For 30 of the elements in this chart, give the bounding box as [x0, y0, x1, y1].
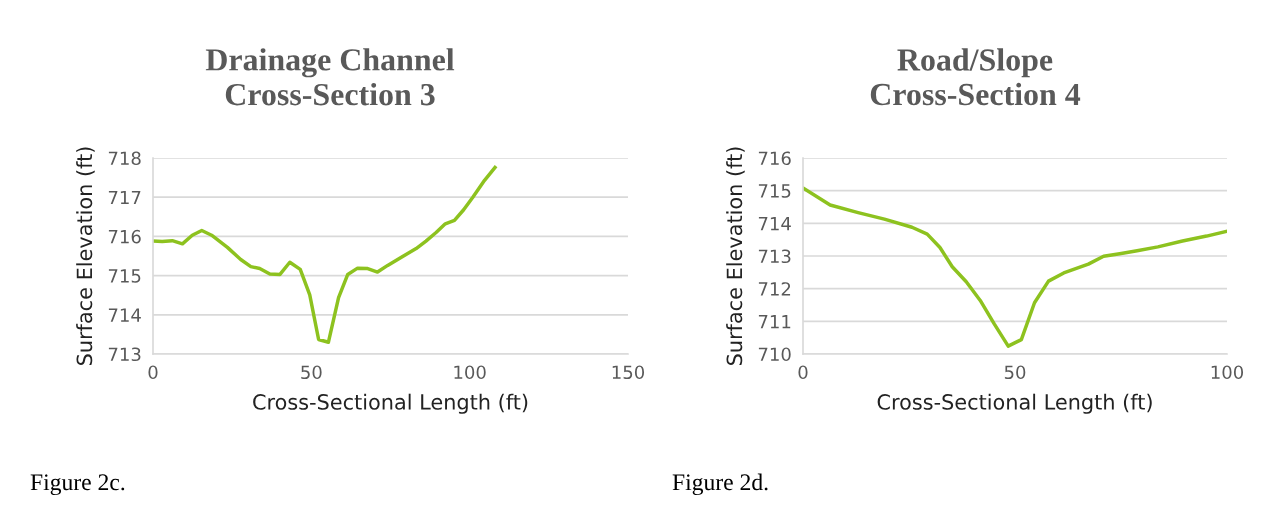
- y-tick-label: 713: [108, 347, 141, 362]
- x-axis-title: Cross-Sectional Length (ft): [877, 393, 1152, 414]
- y-tick-label: 716: [108, 229, 141, 244]
- y-tick-label: 712: [758, 282, 791, 296]
- y-tick-label: 710: [758, 347, 791, 362]
- x-tick-label: 0: [798, 365, 808, 380]
- y-tick-label: 717: [108, 190, 141, 205]
- chart-title: Road/Slope Cross-Section 4: [870, 48, 1081, 106]
- y-tick-label: 713: [758, 249, 791, 264]
- caption: Figure 2d.: [672, 473, 768, 496]
- line-series: [153, 165, 497, 344]
- y-tick-label: 711: [758, 315, 791, 329]
- x-tick-label: 100: [1211, 365, 1244, 380]
- x-axis-title: Cross-Sectional Length (ft): [253, 393, 528, 414]
- y-tick-label: 718: [108, 151, 141, 166]
- y-axis-title: Surface Elevation (ft): [76, 147, 95, 366]
- y-tick-label: 716: [758, 151, 791, 166]
- caption: Figure 2c.: [30, 474, 125, 496]
- chart-title: Drainage Channel Cross-Section 3: [205, 48, 455, 106]
- x-tick-label: 150: [612, 365, 645, 380]
- x-tick-label: 100: [454, 365, 486, 380]
- y-tick-label: 715: [758, 184, 791, 198]
- y-tick-label: 714: [108, 308, 141, 322]
- y-axis-title: Surface Elevation (ft): [726, 147, 745, 366]
- x-tick-label: 50: [301, 365, 322, 380]
- line-series: [803, 186, 1227, 348]
- x-tick-label: 50: [1004, 365, 1026, 380]
- x-tick-label: 0: [148, 365, 158, 380]
- y-tick-label: 715: [108, 269, 141, 283]
- y-tick-label: 714: [758, 217, 791, 231]
